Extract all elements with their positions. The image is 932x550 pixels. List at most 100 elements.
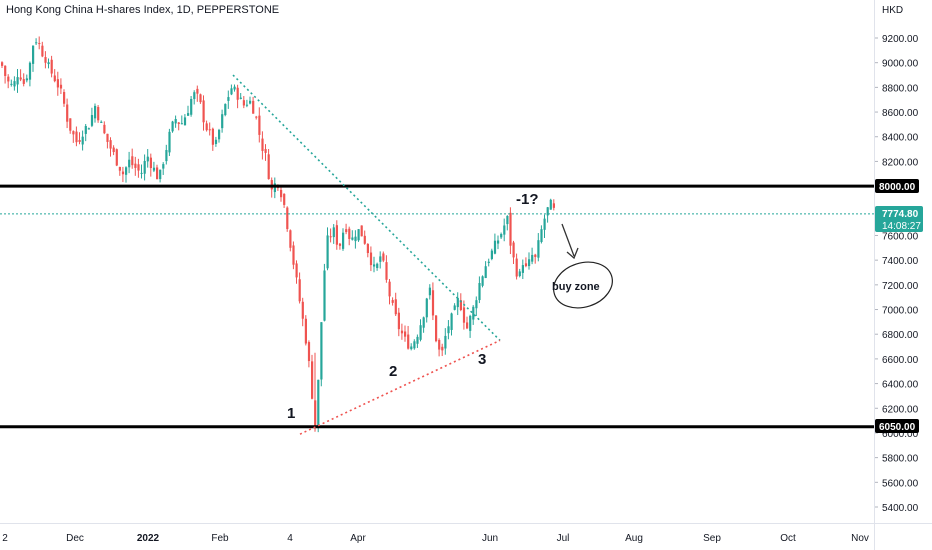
candle-body	[4, 65, 7, 76]
y-tick-label: 8800.00	[882, 83, 919, 94]
candle-body	[503, 225, 506, 235]
y-tick-label: 6400.00	[882, 380, 919, 391]
candle-body	[323, 270, 326, 321]
annotation-point4: -1?	[516, 191, 539, 208]
candle-body	[534, 254, 537, 257]
candle-body	[444, 335, 447, 349]
candle-body	[109, 140, 112, 149]
candle-body	[252, 100, 255, 114]
candle-body	[382, 253, 385, 261]
y-tick-label: 6000.00	[882, 429, 919, 440]
candle-body	[478, 283, 481, 301]
candle-body	[56, 79, 59, 88]
candle-body	[360, 225, 363, 237]
candle-body	[100, 121, 103, 123]
candle-body	[419, 325, 422, 340]
candle-body	[441, 346, 444, 351]
candle-body	[509, 212, 512, 246]
buy-zone-ellipse[interactable]	[548, 255, 619, 315]
candle-body	[1, 62, 4, 66]
candle-body	[540, 229, 543, 242]
candle-body	[428, 287, 431, 296]
candle-body	[171, 121, 174, 132]
candle-body	[385, 262, 388, 280]
candle-body	[187, 113, 190, 116]
time-axis-border	[0, 523, 932, 524]
candlestick-series	[1, 36, 555, 433]
candle-body	[137, 164, 140, 171]
candle-body	[531, 254, 534, 262]
candle-body	[304, 318, 307, 344]
arrow-down-icon	[561, 223, 579, 260]
x-tick-label: Oct	[780, 533, 796, 544]
y-tick-label: 5400.00	[882, 503, 919, 514]
price-axis[interactable]: 9200.00 9000.00 8800.00 8600.00 8400.00 8200.…	[874, 34, 919, 514]
candle-body	[264, 149, 267, 153]
candle-body	[13, 81, 16, 87]
candle-body	[500, 233, 503, 238]
candle-body	[106, 133, 109, 142]
y-tick-label: 9000.00	[882, 59, 919, 70]
candle-body	[143, 160, 146, 174]
candle-body	[335, 225, 338, 245]
candle-body	[44, 57, 47, 63]
x-tick-label: Nov	[851, 533, 869, 544]
candle-body	[283, 193, 286, 205]
candle-body	[518, 271, 521, 277]
candle-body	[528, 259, 531, 267]
last-price-label: 7774.80	[882, 209, 919, 220]
x-tick-label: Apr	[350, 533, 366, 544]
x-tick-label: 2	[2, 533, 8, 544]
ascending-trendline[interactable]	[299, 339, 501, 435]
candle-body	[128, 159, 131, 168]
candle-body	[388, 281, 391, 297]
candle-body	[249, 100, 252, 104]
candle-body	[307, 342, 311, 362]
candle-body	[19, 77, 22, 80]
x-tick-label: Jun	[482, 533, 498, 544]
candle-body	[366, 243, 369, 254]
candle-body	[214, 139, 218, 144]
candle-body	[338, 243, 342, 246]
candle-body	[84, 126, 87, 134]
candle-body	[156, 167, 159, 180]
y-tick-label: 8600.00	[882, 108, 919, 119]
candle-body	[47, 62, 50, 65]
candle-body	[255, 116, 258, 118]
candle-body	[22, 79, 25, 84]
candle-body	[90, 115, 94, 126]
y-tick-label: 9200.00	[882, 34, 919, 45]
candle-body	[196, 88, 199, 94]
candle-body	[404, 331, 407, 337]
support-price-label: 6050.00	[879, 422, 916, 433]
y-tick-label: 6600.00	[882, 355, 919, 366]
x-tick-label: 4	[287, 533, 293, 544]
candle-body	[140, 172, 143, 174]
price-axis-border	[874, 0, 875, 550]
candle-body	[280, 189, 283, 198]
candle-body	[286, 207, 289, 230]
candle-body	[53, 75, 56, 82]
x-tick-label: Feb	[211, 533, 229, 544]
candle-body	[242, 100, 245, 106]
candle-body	[202, 100, 205, 123]
candle-body	[218, 129, 221, 140]
candle-body	[354, 236, 357, 242]
candle-body	[94, 105, 97, 119]
time-axis[interactable]: 2 Dec 2022 Feb 4 Apr Jun Jul Aug Sep Oct Nov	[2, 533, 869, 544]
candle-body	[546, 207, 549, 216]
candle-body	[326, 235, 329, 269]
candle-body	[289, 230, 292, 248]
candle-body	[391, 300, 394, 303]
candle-body	[435, 315, 438, 342]
candle-body	[363, 235, 366, 244]
candle-body	[456, 298, 459, 308]
candle-body	[497, 240, 500, 244]
candle-body	[342, 232, 345, 249]
candle-body	[72, 131, 75, 135]
candle-body	[462, 307, 466, 323]
candle-body	[320, 322, 323, 380]
drawing-lines	[0, 74, 874, 435]
candle-body	[447, 326, 450, 334]
